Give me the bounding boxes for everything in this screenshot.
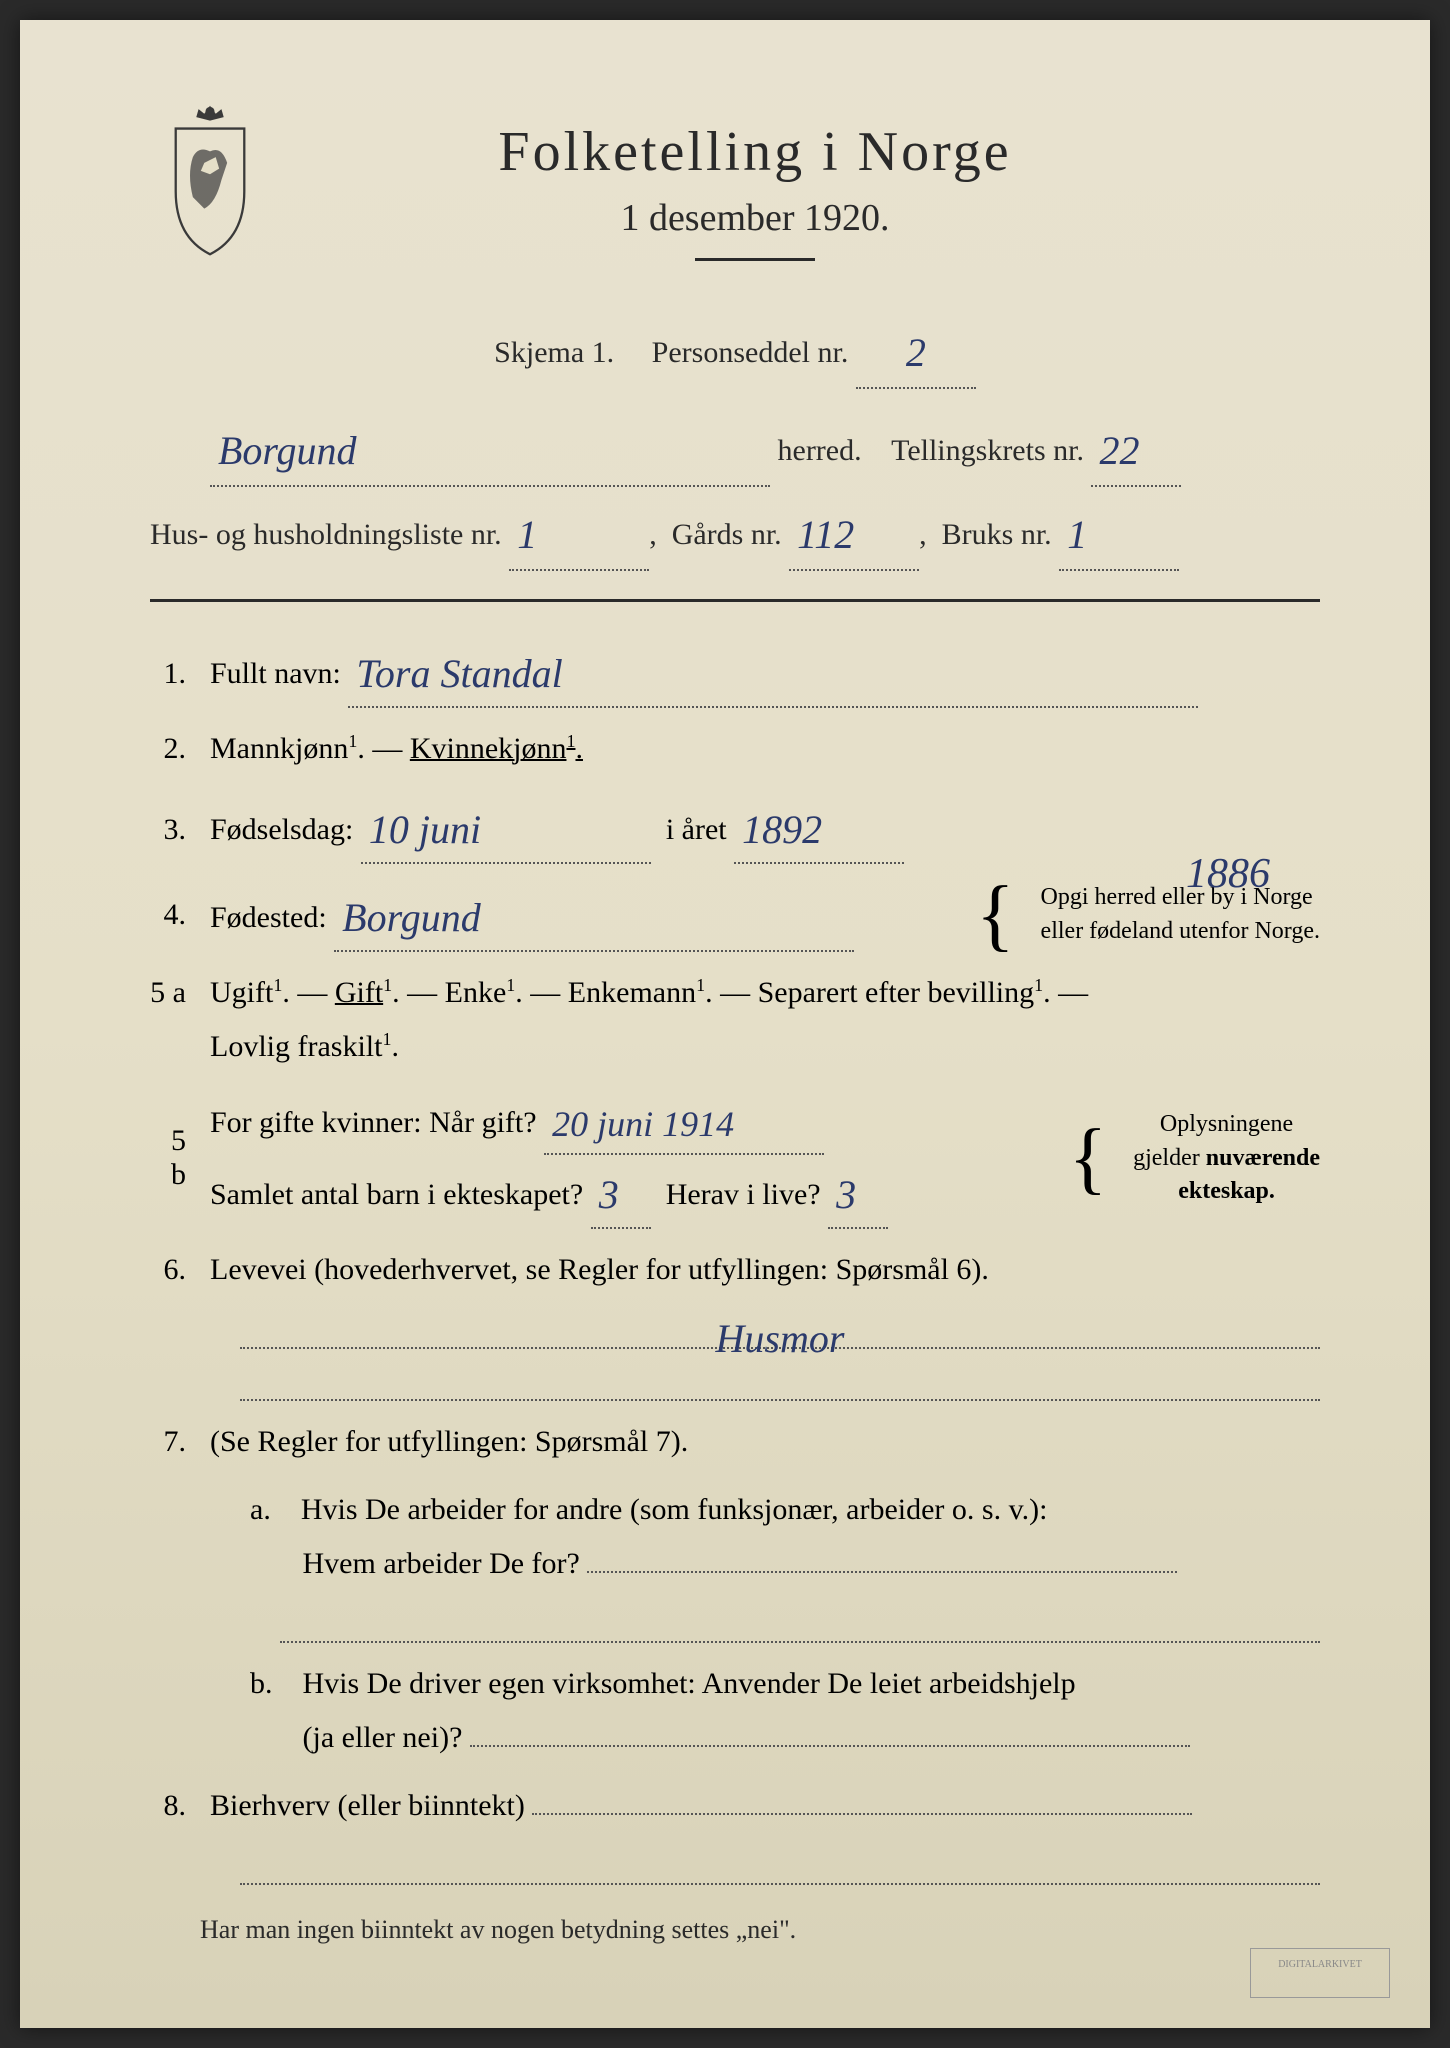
q4-row: 4. Fødested: Borgund { Opgi herred eller… [150, 878, 1320, 952]
q6-label: Levevei (hovederhvervet, se Regler for u… [210, 1253, 989, 1286]
subtitle-date: 1 desember 1920. [310, 196, 1200, 240]
q5b-l1-value: 20 juni 1914 [552, 1092, 734, 1157]
q8-num: 8. [150, 1789, 210, 1823]
q5b-note: Oplysningene gjelder nuværende ekteskap. [1133, 1108, 1320, 1209]
bruks-value: 1 [1067, 497, 1087, 573]
q4-num: 4. [150, 898, 210, 932]
q8-label: Bierhverv (eller biinntekt) [210, 1789, 525, 1822]
q3-label: Fødselsdag: [210, 813, 353, 846]
q7a-row: a. Hvis De arbeider for andre (som funks… [250, 1483, 1320, 1591]
q2-row: 2. Mannkjønn1. — Kvinnekjønn1. [150, 722, 1320, 776]
q5a-num: 5 a [150, 976, 210, 1010]
q4-note: Opgi herred eller by i Norge eller fødel… [1041, 881, 1320, 948]
husliste-label: Hus- og husholdningsliste nr. [150, 518, 502, 551]
personseddel-label: Personseddel nr. [652, 336, 849, 369]
q1-label: Fullt navn: [210, 657, 341, 690]
q5b-l2-label: Samlet antal barn i ekteskapet? [210, 1178, 583, 1211]
q3-day: 10 juni [369, 794, 481, 866]
q5a-enkemann: Enkemann [568, 976, 696, 1009]
q8-row: 8. Bierhverv (eller biinntekt) [150, 1779, 1320, 1833]
personseddel-value: 2 [906, 315, 926, 391]
herred-line: Borgund herred. Tellingskrets nr. 22 [150, 409, 1320, 487]
q1-value: Tora Standal [356, 638, 562, 710]
q7a-letter: a. [250, 1493, 271, 1526]
q5a-enke: Enke [445, 976, 507, 1009]
q7-label: (Se Regler for utfyllingen: Spørsmål 7). [210, 1425, 688, 1458]
q5b-l2-mid: Herav i live? [666, 1178, 821, 1211]
q7b-fill [470, 1745, 1190, 1747]
q4-value: Borgund [342, 882, 481, 954]
q6-fill2 [240, 1363, 1320, 1401]
q1-num: 1. [150, 657, 210, 691]
q7-row: 7. (Se Regler for utfyllingen: Spørsmål … [150, 1415, 1320, 1469]
q5a-row: 5 a Ugift1. — Gift1. — Enke1. — Enkemann… [150, 966, 1320, 1074]
margin-year: 1886 [1186, 850, 1270, 898]
tellingskrets-value: 22 [1099, 413, 1139, 489]
main-title: Folketelling i Norge [310, 120, 1200, 184]
q5b-note1: Oplysningene [1133, 1108, 1320, 1142]
herred-suffix: herred. [778, 434, 862, 467]
q8-fill [532, 1813, 1192, 1815]
husliste-value: 1 [517, 497, 537, 573]
husliste-line: Hus- og husholdningsliste nr. 1, Gårds n… [150, 493, 1320, 571]
q4-label: Fødested: [210, 901, 327, 934]
footer-note: Har man ingen biinntekt av nogen betydni… [200, 1915, 1320, 1945]
q6-row: 6. Levevei (hovederhvervet, se Regler fo… [150, 1243, 1320, 1297]
gards-value: 112 [797, 497, 854, 573]
q5b-row: 5 b For gifte kvinner: Når gift? 20 juni… [150, 1088, 1320, 1229]
q3-year: 1892 [742, 794, 822, 866]
skjema-line: Skjema 1. Personseddel nr. 2 [150, 311, 1320, 389]
section-divider [150, 599, 1320, 602]
q7a-q: Hvem arbeider De for? [303, 1547, 580, 1580]
q3-row: 3. Fødselsdag: 10 juni i året 1892 [150, 790, 1320, 864]
herred-value: Borgund [218, 413, 357, 489]
q2-m: Mannkjønn [210, 732, 348, 765]
census-document: Folketelling i Norge 1 desember 1920. Sk… [20, 20, 1430, 2028]
q7-num: 7. [150, 1425, 210, 1459]
q7a-fill2 [280, 1605, 1320, 1643]
q1-row: 1. Fullt navn: Tora Standal [150, 634, 1320, 708]
q6-value: Husmor [716, 1315, 845, 1362]
q5b-l2-value2: 3 [836, 1159, 856, 1231]
title-block: Folketelling i Norge 1 desember 1920. [310, 120, 1200, 291]
q8-fill2 [240, 1847, 1320, 1885]
tellingskrets-label: Tellingskrets nr. [891, 434, 1084, 467]
q7a-text: Hvis De arbeider for andre (som funksjon… [301, 1493, 1048, 1526]
q7b-text: Hvis De driver egen virksomhet: Anvender… [303, 1667, 1076, 1700]
q7b-q: (ja eller nei)? [303, 1721, 463, 1754]
q5a-sep: Separert efter bevilling [758, 976, 1035, 1009]
q6-fill: Husmor [240, 1311, 1320, 1349]
archive-stamp: DIGITALARKIVET [1250, 1948, 1390, 1998]
q7a-fill [587, 1571, 1177, 1573]
q4-note1: Opgi herred eller by i Norge [1041, 881, 1320, 915]
q3-num: 3. [150, 813, 210, 847]
q7b-row: b. Hvis De driver egen virksomhet: Anven… [250, 1657, 1320, 1765]
q5a-ugift: Ugift [210, 976, 273, 1009]
bruks-label: Bruks nr. [942, 518, 1052, 551]
q5b-l2-value: 3 [599, 1159, 619, 1231]
q5a-fraskilt: Lovlig fraskilt [210, 1030, 382, 1063]
gards-label: Gårds nr. [672, 518, 782, 551]
q5b-note2b: nuværende [1206, 1145, 1320, 1171]
title-divider [695, 258, 815, 261]
brace-icon: { [976, 895, 1014, 935]
q2-num: 2. [150, 732, 210, 766]
q7b-letter: b. [250, 1667, 273, 1700]
coat-of-arms-icon [150, 100, 270, 260]
q3-mid: i året [666, 813, 727, 846]
header: Folketelling i Norge 1 desember 1920. [150, 120, 1320, 291]
q5a-gift: Gift [335, 976, 383, 1009]
q5b-num: 5 b [150, 1124, 210, 1192]
q5b-l1-label: For gifte kvinner: Når gift? [210, 1106, 537, 1139]
q5b-note3: ekteskap. [1178, 1178, 1275, 1204]
skjema-label: Skjema 1. [494, 336, 614, 369]
q4-note2: eller fødeland utenfor Norge. [1041, 915, 1320, 949]
brace-icon: { [1069, 1138, 1107, 1178]
q2-k: Kvinnekjønn [410, 732, 567, 765]
q6-num: 6. [150, 1253, 210, 1287]
q5b-note2a: gjelder [1133, 1145, 1206, 1171]
